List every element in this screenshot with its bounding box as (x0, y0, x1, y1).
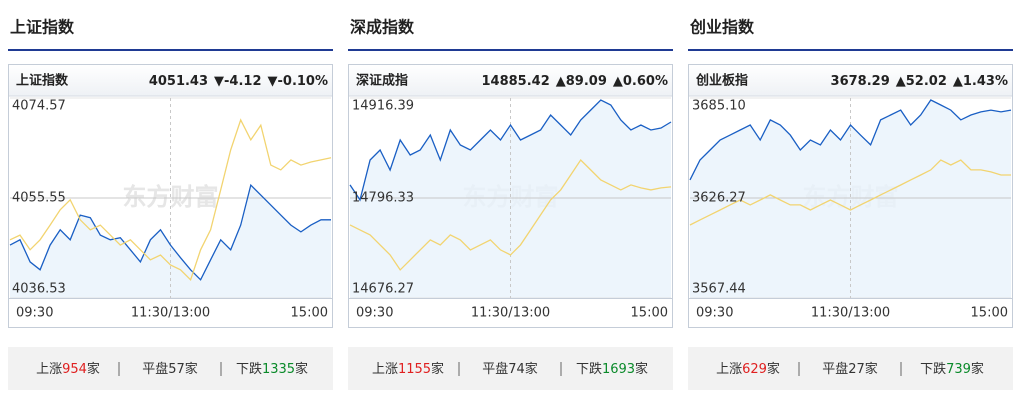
stat-unit: 家 (295, 361, 308, 377)
stat: 下跌739家 (920, 361, 984, 377)
change-percent: ▲0.60% (613, 74, 668, 89)
stat-count: 1155 (398, 362, 431, 377)
average-line (9, 118, 332, 281)
stat-label: 下跌 (920, 361, 946, 377)
y-tick-label: 14796.33 (352, 191, 414, 206)
stat-unit: 家 (767, 361, 780, 377)
y-tick-label: 14676.27 (352, 282, 414, 297)
y-tick-label: 3626.27 (692, 191, 746, 206)
stat-label: 平盘 (142, 361, 168, 377)
index-line (689, 99, 1012, 181)
price-area (10, 185, 331, 298)
change: ▲52.02 (896, 74, 947, 89)
change-percent: ▲1.43% (953, 74, 1008, 89)
stat: 下跌1693家 (576, 361, 648, 377)
stat-unit: 家 (87, 361, 100, 377)
index-name: 创业板指 (695, 73, 748, 89)
y-tick-label: 14916.39 (352, 99, 414, 114)
average-line (689, 159, 1011, 226)
y-tick-label: 4036.53 (12, 282, 66, 297)
stat: 上涨954家 (36, 361, 100, 377)
price-area (690, 100, 1011, 298)
section-title: 深成指数 (350, 18, 415, 37)
index-line (9, 183, 331, 281)
stat-label: 上涨 (372, 362, 398, 377)
change: ▼-4.12 (214, 74, 261, 89)
stat-label: 平盘 (822, 361, 848, 377)
price: 3678.29 (831, 74, 890, 89)
section-underline (8, 49, 333, 51)
stat-count: 74 (508, 362, 525, 377)
section-title: 创业指数 (689, 18, 755, 37)
stat: 平盘57家 (142, 361, 198, 377)
stat-label: 上涨 (36, 362, 62, 377)
chart-header (349, 65, 672, 96)
average-line (349, 158, 672, 271)
stat-count: 1693 (602, 362, 635, 377)
x-tick-label: 11:30/13:00 (131, 306, 210, 321)
x-tick-label: 11:30/13:00 (811, 306, 890, 321)
stat-label: 下跌 (576, 361, 602, 377)
stats-bar (8, 347, 333, 390)
change-percent: ▼-0.10% (268, 74, 329, 89)
section-title: 上证指数 (10, 18, 75, 37)
quote: 14885.42 ▲89.09 ▲0.60% (482, 74, 669, 89)
stat-label: 平盘 (482, 361, 508, 377)
change: ▲89.09 (556, 74, 607, 89)
quote: 4051.43 ▼-4.12 ▼-0.10% (149, 74, 328, 89)
stat-label: 上涨 (716, 362, 742, 377)
stat-count: 57 (168, 362, 185, 377)
stat-count: 739 (946, 362, 971, 377)
stat-count: 1335 (262, 362, 295, 377)
stat: 上涨1155家 (372, 361, 444, 377)
stats-bar (688, 347, 1013, 390)
index-line (349, 99, 672, 202)
stats-bar (348, 347, 673, 390)
stat-unit: 家 (971, 361, 984, 377)
y-tick-label: 3685.10 (692, 99, 746, 114)
price-area (350, 100, 671, 298)
stat-unit: 家 (431, 361, 444, 377)
price: 14885.42 (482, 74, 550, 89)
x-tick-label: 09:30 (356, 306, 393, 321)
quote: 3678.29 ▲52.02 ▲1.43% (831, 74, 1008, 89)
x-tick-label: 11:30/13:00 (471, 306, 550, 321)
chart-header (9, 65, 332, 96)
stat-count: 954 (62, 362, 87, 377)
stat-count: 27 (848, 362, 865, 377)
price: 4051.43 (149, 74, 208, 89)
stat-unit: 家 (525, 361, 538, 377)
section-underline (688, 49, 1013, 51)
stat-unit: 家 (635, 361, 648, 377)
x-tick-label: 15:00 (291, 306, 328, 321)
y-tick-label: 4074.57 (12, 99, 66, 114)
stat: 平盘27家 (822, 361, 878, 377)
x-tick-label: 09:30 (16, 306, 53, 321)
x-tick-label: 15:00 (631, 306, 668, 321)
stat: 上涨629家 (716, 361, 780, 377)
stat-unit: 家 (865, 361, 878, 377)
index-name: 上证指数 (16, 73, 69, 89)
x-tick-label: 15:00 (971, 306, 1008, 321)
y-tick-label: 3567.44 (692, 282, 746, 297)
section-underline (348, 49, 673, 51)
stat-unit: 家 (185, 361, 198, 377)
chart-header (689, 65, 1012, 96)
y-tick-label: 4055.55 (12, 191, 66, 206)
stat: 平盘74家 (482, 361, 538, 377)
stat: 下跌1335家 (236, 361, 308, 377)
stat-count: 629 (742, 362, 767, 377)
stat-label: 下跌 (236, 361, 262, 377)
index-name: 深证成指 (356, 73, 408, 89)
x-tick-label: 09:30 (696, 306, 733, 321)
